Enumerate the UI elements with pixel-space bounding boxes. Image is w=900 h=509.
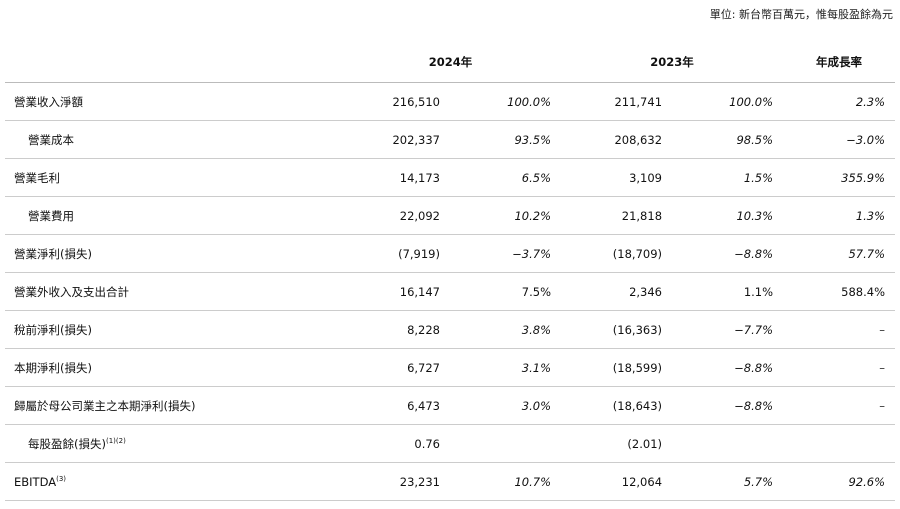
cell: 5.7% bbox=[672, 462, 784, 501]
cell: 211,741 bbox=[561, 82, 673, 121]
cell: 202,337 bbox=[340, 120, 450, 159]
cell: 98.5% bbox=[672, 120, 784, 159]
cell: 588.4% bbox=[783, 272, 896, 311]
label-text: 營業毛利 bbox=[14, 170, 60, 185]
cell: (16,363) bbox=[561, 310, 673, 349]
header: 2024年 bbox=[340, 41, 562, 83]
cell: – bbox=[783, 386, 896, 425]
label-text: 營業淨利(損失) bbox=[14, 246, 92, 261]
cell: 92.6% bbox=[783, 462, 896, 501]
label-text: EBITDA bbox=[14, 474, 57, 489]
cell: 2.3% bbox=[783, 82, 896, 121]
row: EBITDA(3) 23,231 10.7% 12,064 5.7% 92.6% bbox=[5, 462, 896, 501]
cell: 6,727 bbox=[340, 348, 450, 387]
cell: 3.1% bbox=[450, 348, 562, 387]
cell: 12,064 bbox=[561, 462, 673, 501]
row-label: 營業費用 bbox=[5, 196, 340, 235]
row-label: 本期淨利(損失) bbox=[5, 348, 340, 387]
cell: 3.0% bbox=[450, 386, 562, 425]
cell: 16,147 bbox=[340, 272, 450, 311]
cell: 216,510 bbox=[340, 82, 450, 121]
cell: −8.8% bbox=[672, 234, 784, 273]
cell: 0.76 bbox=[340, 424, 450, 463]
cell: 10.2% bbox=[450, 196, 562, 235]
cell: 1.1% bbox=[672, 272, 784, 311]
cell: 6.5% bbox=[450, 158, 562, 197]
cell: 14,173 bbox=[340, 158, 450, 197]
cell: 23,231 bbox=[340, 462, 450, 501]
label-text: 本期淨利(損失) bbox=[14, 360, 92, 375]
cell: 21,818 bbox=[561, 196, 673, 235]
cell: 7.5% bbox=[450, 272, 562, 311]
cell: – bbox=[783, 348, 896, 387]
row: 稅前淨利(損失) 8,228 3.8% (16,363) −7.7% – bbox=[5, 310, 896, 349]
cell: 100.0% bbox=[672, 82, 784, 121]
cell: −3.7% bbox=[450, 234, 562, 273]
row-label: 營業毛利 bbox=[5, 158, 340, 197]
cell: −7.7% bbox=[672, 310, 784, 349]
cell: (7,919) bbox=[340, 234, 450, 273]
row: 每股盈餘(損失)(1)(2) 0.76 (2.01) bbox=[5, 424, 896, 463]
row-label: 營業淨利(損失) bbox=[5, 234, 340, 273]
footnote: (3) bbox=[56, 474, 67, 483]
row: 營業收入淨額 216,510 100.0% 211,741 100.0% 2.3% bbox=[5, 82, 896, 121]
label-text: 營業成本 bbox=[28, 132, 74, 147]
row-label: 稅前淨利(損失) bbox=[5, 310, 340, 349]
cell: 1.3% bbox=[783, 196, 896, 235]
cell bbox=[783, 424, 896, 463]
row-label: EBITDA(3) bbox=[5, 462, 340, 501]
cell: 100.0% bbox=[450, 82, 562, 121]
cell: 8,228 bbox=[340, 310, 450, 349]
cell: (18,643) bbox=[561, 386, 673, 425]
row-label: 每股盈餘(損失)(1)(2) bbox=[5, 424, 340, 463]
cell: 208,632 bbox=[561, 120, 673, 159]
row: 營業成本 202,337 93.5% 208,632 98.5% −3.0% bbox=[5, 120, 896, 159]
label-text: 稅前淨利(損失) bbox=[14, 322, 92, 337]
cell bbox=[672, 424, 784, 463]
label-text: 營業費用 bbox=[28, 208, 74, 223]
unit-note: 單位: 新台幣百萬元，惟每股盈餘為元 bbox=[709, 8, 893, 21]
row: 營業淨利(損失) (7,919) −3.7% (18,709) −8.8% 57.7% bbox=[5, 234, 896, 273]
header-row: 2024年 2023年 年成長率 bbox=[5, 41, 896, 83]
income-table: 2024年 2023年 年成長率 營業收入淨額 216,510 100.0% 211,… bbox=[5, 41, 896, 501]
cell: 93.5% bbox=[450, 120, 562, 159]
cell: 10.3% bbox=[672, 196, 784, 235]
cell: 355.9% bbox=[783, 158, 896, 197]
cell: 57.7% bbox=[783, 234, 896, 273]
cell: (18,599) bbox=[561, 348, 673, 387]
cell: 22,092 bbox=[340, 196, 450, 235]
cell: 6,473 bbox=[340, 386, 450, 425]
row-label: 歸屬於母公司業主之本期淨利(損失) bbox=[5, 386, 340, 425]
row: 營業毛利 14,173 6.5% 3,109 1.5% 355.9% bbox=[5, 158, 896, 197]
row-label: 營業收入淨額 bbox=[5, 82, 340, 121]
cell: 2,346 bbox=[561, 272, 673, 311]
cell: (18,709) bbox=[561, 234, 673, 273]
cell: −8.8% bbox=[672, 348, 784, 387]
row: 本期淨利(損失) 6,727 3.1% (18,599) −8.8% – bbox=[5, 348, 896, 387]
label-text: 營業收入淨額 bbox=[14, 94, 83, 109]
row: 營業外收入及支出合計 16,147 7.5% 2,346 1.1% 588.4% bbox=[5, 272, 896, 311]
header: 2023年 bbox=[561, 41, 784, 83]
label-text: 營業外收入及支出合計 bbox=[14, 284, 129, 299]
cell: – bbox=[783, 310, 896, 349]
cell: 1.5% bbox=[672, 158, 784, 197]
cell: −3.0% bbox=[783, 120, 896, 159]
cell bbox=[450, 424, 562, 463]
header: 年成長率 bbox=[783, 41, 896, 83]
row-label: 營業成本 bbox=[5, 120, 340, 159]
cell: 10.7% bbox=[450, 462, 562, 501]
label-text: 歸屬於母公司業主之本期淨利(損失) bbox=[14, 398, 196, 413]
footnote: (1)(2) bbox=[105, 436, 126, 445]
cell: 3.8% bbox=[450, 310, 562, 349]
cell: −8.8% bbox=[672, 386, 784, 425]
label-text: 每股盈餘(損失) bbox=[28, 436, 106, 451]
row: 歸屬於母公司業主之本期淨利(損失) 6,473 3.0% (18,643) −8.8% – bbox=[5, 386, 896, 425]
cell: (2.01) bbox=[561, 424, 673, 463]
row: 營業費用 22,092 10.2% 21,818 10.3% 1.3% bbox=[5, 196, 896, 235]
row-label: 營業外收入及支出合計 bbox=[5, 272, 340, 311]
cell: 3,109 bbox=[561, 158, 673, 197]
